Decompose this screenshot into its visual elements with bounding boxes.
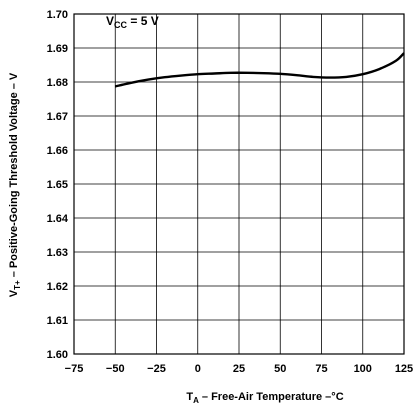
y-tick-label: 1.69: [47, 43, 68, 55]
ylabel-sub: T+: [13, 280, 22, 290]
y-tick-label: 1.63: [47, 247, 68, 259]
y-tick-label: 1.65: [47, 179, 68, 191]
grid: [73, 13, 405, 355]
x-tick-label: 75: [315, 363, 327, 375]
x-tick-label: 100: [354, 363, 372, 375]
y-tick-labels: 1.60 1.61 1.62 1.63 1.64 1.65 1.66 1.67 1.68 1.69…: [47, 9, 69, 361]
y-tick-label: 1.61: [47, 315, 68, 327]
ylabel-rest: – Positive-Going Threshold Voltage – V: [8, 72, 20, 280]
annotation-sub: CC: [114, 20, 127, 30]
x-tick-label: −50: [106, 363, 125, 375]
x-tick-label: −75: [65, 363, 84, 375]
xlabel-main: T: [186, 391, 193, 403]
annotation-main: V: [106, 14, 114, 28]
x-tick-label: 50: [274, 363, 286, 375]
x-tick-labels: −75 −50 −25 0 25 50 75 100 125: [65, 363, 413, 375]
y-tick-label: 1.62: [47, 281, 68, 293]
y-tick-label: 1.64: [47, 213, 69, 225]
y-tick-label: 1.70: [47, 9, 68, 21]
y-axis-label: VT+ – Positive-Going Threshold Voltage –…: [8, 72, 22, 297]
y-tick-label: 1.60: [47, 349, 68, 361]
y-tick-label: 1.66: [47, 145, 68, 157]
ylabel-main: V: [8, 289, 20, 297]
xlabel-sub: A: [193, 396, 199, 405]
plot-frame: [73, 13, 405, 355]
x-tick-label: 0: [195, 363, 201, 375]
x-tick-label: 125: [395, 363, 413, 375]
x-tick-label: −25: [147, 363, 166, 375]
y-tick-label: 1.68: [47, 77, 68, 89]
series-line: [114, 52, 405, 88]
y-tick-label: 1.67: [47, 111, 68, 123]
x-axis-label: TA – Free-Air Temperature –°C: [186, 391, 343, 405]
vcc-annotation: VCC = 5 V: [106, 14, 159, 30]
x-tick-label: 25: [233, 363, 245, 375]
annotation-rest: = 5 V: [127, 14, 159, 28]
xlabel-rest: – Free-Air Temperature –°C: [199, 391, 344, 403]
